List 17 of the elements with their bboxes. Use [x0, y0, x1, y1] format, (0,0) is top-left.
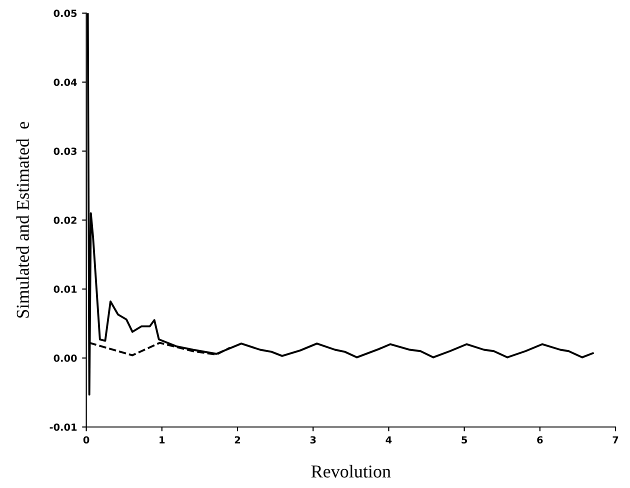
- x-tick-label: 1: [160, 436, 165, 444]
- y-tick-label: 0.00: [54, 354, 77, 362]
- y-tick-label: 0.01: [54, 286, 77, 293]
- y-tick-label: 0.02: [54, 216, 76, 224]
- y-tick-label: -0.01: [50, 423, 77, 431]
- x-tick-label: 2: [234, 436, 240, 444]
- y-tick-label: 0.05: [54, 10, 77, 18]
- x-tick-label: 7: [612, 436, 618, 444]
- x-tick-label: 4: [386, 436, 392, 444]
- y-axis-title: Simulated and Estimated e: [16, 122, 29, 318]
- x-axis-title: Revolution: [311, 464, 391, 478]
- y-tick-label: 0.04: [54, 78, 77, 86]
- x-tick-label: 5: [462, 436, 468, 444]
- x-tick-label: 3: [310, 436, 316, 444]
- x-tick-label: 6: [537, 436, 543, 444]
- y-tick-label: 0.03: [54, 148, 77, 155]
- x-tick-label: 0: [83, 436, 90, 444]
